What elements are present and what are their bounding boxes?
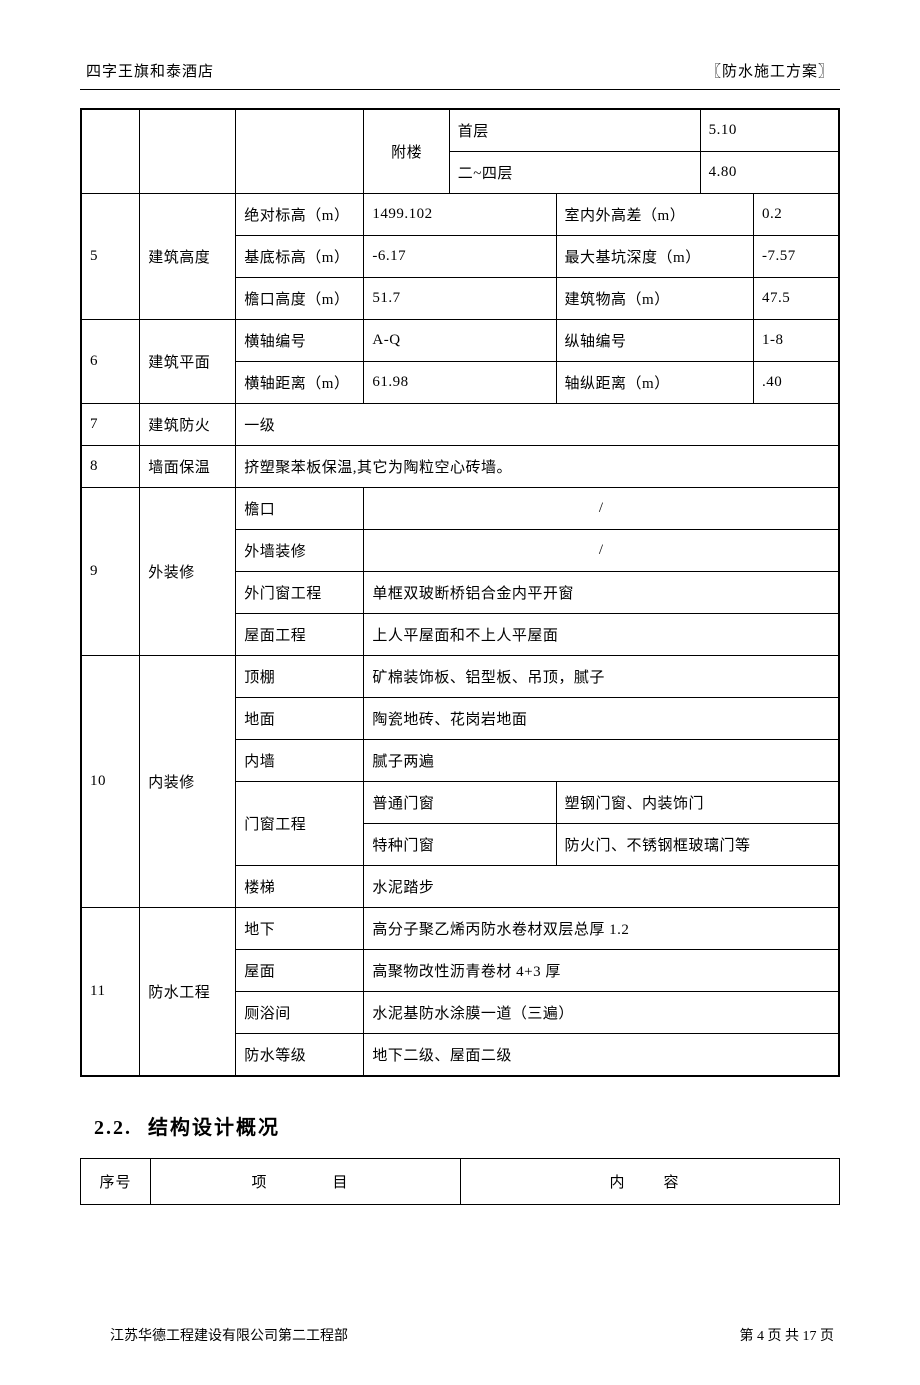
cell: A-Q [364,320,556,362]
cell: .40 [754,362,839,404]
cell: 高聚物改性沥青卷材 4+3 厚 [364,950,839,992]
cell: 水泥踏步 [364,866,839,908]
cell: 0.2 [754,194,839,236]
section-title-text: 结构设计概况 [148,1117,280,1139]
cell: 一级 [236,404,839,446]
cell: -7.57 [754,236,839,278]
cell: 横轴距离（m） [236,362,364,404]
cell: 屋面 [236,950,364,992]
cell: 二~四层 [449,152,700,194]
cell: 楼梯 [236,866,364,908]
cell: 地面 [236,698,364,740]
cell: 内 容 [461,1159,840,1205]
header-left: 四字王旗和泰酒店 [86,60,214,81]
sub-table: 序号 项 目 内 容 [80,1158,840,1205]
table-row: 10 内装修 顶棚 矿棉装饰板、铝型板、吊顶，腻子 [81,656,839,698]
cell: / [364,530,839,572]
cell: 防水工程 [140,908,236,1077]
cell: 1-8 [754,320,839,362]
cell: 防火门、不锈钢框玻璃门等 [556,824,839,866]
cell: 5 [81,194,140,320]
cell: 外墙装修 [236,530,364,572]
cell: 檐口 [236,488,364,530]
header-right: 〖防水施工方案〗 [706,60,834,81]
cell: 陶瓷地砖、花岗岩地面 [364,698,839,740]
cell: 8 [81,446,140,488]
cell: 内装修 [140,656,236,908]
cell: 7 [81,404,140,446]
cell: 建筑防火 [140,404,236,446]
table-row: 6 建筑平面 横轴编号 A-Q 纵轴编号 1-8 [81,320,839,362]
cell: 塑钢门窗、内装饰门 [556,782,839,824]
cell: 檐口高度（m） [236,278,364,320]
cell: 普通门窗 [364,782,556,824]
cell: 上人平屋面和不上人平屋面 [364,614,839,656]
cell: 地下二级、屋面二级 [364,1034,839,1077]
cell: 建筑高度 [140,194,236,320]
cell: 1499.102 [364,194,556,236]
cell: 纵轴编号 [556,320,754,362]
cell: 项 目 [151,1159,461,1205]
cell: 水泥基防水涂膜一道（三遍） [364,992,839,1034]
cell: 11 [81,908,140,1077]
cell: 防水等级 [236,1034,364,1077]
table-row: 序号 项 目 内 容 [81,1159,840,1205]
cell: 轴纵距离（m） [556,362,754,404]
cell: 腻子两遍 [364,740,839,782]
cell: 最大基坑深度（m） [556,236,754,278]
main-table: 附楼 首层 5.10 二~四层 4.80 5 建筑高度 绝对标高（m） 1499… [80,108,840,1077]
table-row: 7 建筑防火 一级 [81,404,839,446]
cell: 厕浴间 [236,992,364,1034]
header-rule [80,89,840,90]
cell: 矿棉装饰板、铝型板、吊顶，腻子 [364,656,839,698]
cell: 特种门窗 [364,824,556,866]
section-number: 2.2. [94,1117,132,1139]
section-heading: 2.2. 结构设计概况 [94,1111,840,1140]
cell: 序号 [81,1159,151,1205]
cell: 5.10 [700,109,839,152]
cell: 61.98 [364,362,556,404]
cell: 单框双玻断桥铝合金内平开窗 [364,572,839,614]
table-row: 9 外装修 檐口 / [81,488,839,530]
cell: 47.5 [754,278,839,320]
cell: 墙面保温 [140,446,236,488]
footer-left: 江苏华德工程建设有限公司第二工程部 [110,1325,348,1345]
cell: 室内外高差（m） [556,194,754,236]
cell: 附楼 [364,109,449,194]
table-row: 5 建筑高度 绝对标高（m） 1499.102 室内外高差（m） 0.2 [81,194,839,236]
table-row: 11 防水工程 地下 高分子聚乙烯丙防水卷材双层总厚 1.2 [81,908,839,950]
cell: 建筑平面 [140,320,236,404]
cell: 高分子聚乙烯丙防水卷材双层总厚 1.2 [364,908,839,950]
cell: 4.80 [700,152,839,194]
cell: 10 [81,656,140,908]
cell: 51.7 [364,278,556,320]
page-header: 四字王旗和泰酒店 〖防水施工方案〗 [80,60,840,81]
cell: 顶棚 [236,656,364,698]
cell: 门窗工程 [236,782,364,866]
cell: 外装修 [140,488,236,656]
cell: 内墙 [236,740,364,782]
cell: 首层 [449,109,700,152]
cell: -6.17 [364,236,556,278]
cell: 外门窗工程 [236,572,364,614]
table-row: 附楼 首层 5.10 [81,109,839,152]
cell: 建筑物高（m） [556,278,754,320]
cell: 地下 [236,908,364,950]
cell: 9 [81,488,140,656]
cell: 挤塑聚苯板保温,其它为陶粒空心砖墙。 [236,446,839,488]
cell: 6 [81,320,140,404]
cell: 绝对标高（m） [236,194,364,236]
cell: / [364,488,839,530]
cell: 基底标高（m） [236,236,364,278]
page-footer: 江苏华德工程建设有限公司第二工程部 第 4 页 共 17 页 [80,1325,840,1345]
cell: 横轴编号 [236,320,364,362]
footer-right: 第 4 页 共 17 页 [740,1325,835,1345]
table-row: 8 墙面保温 挤塑聚苯板保温,其它为陶粒空心砖墙。 [81,446,839,488]
cell: 屋面工程 [236,614,364,656]
